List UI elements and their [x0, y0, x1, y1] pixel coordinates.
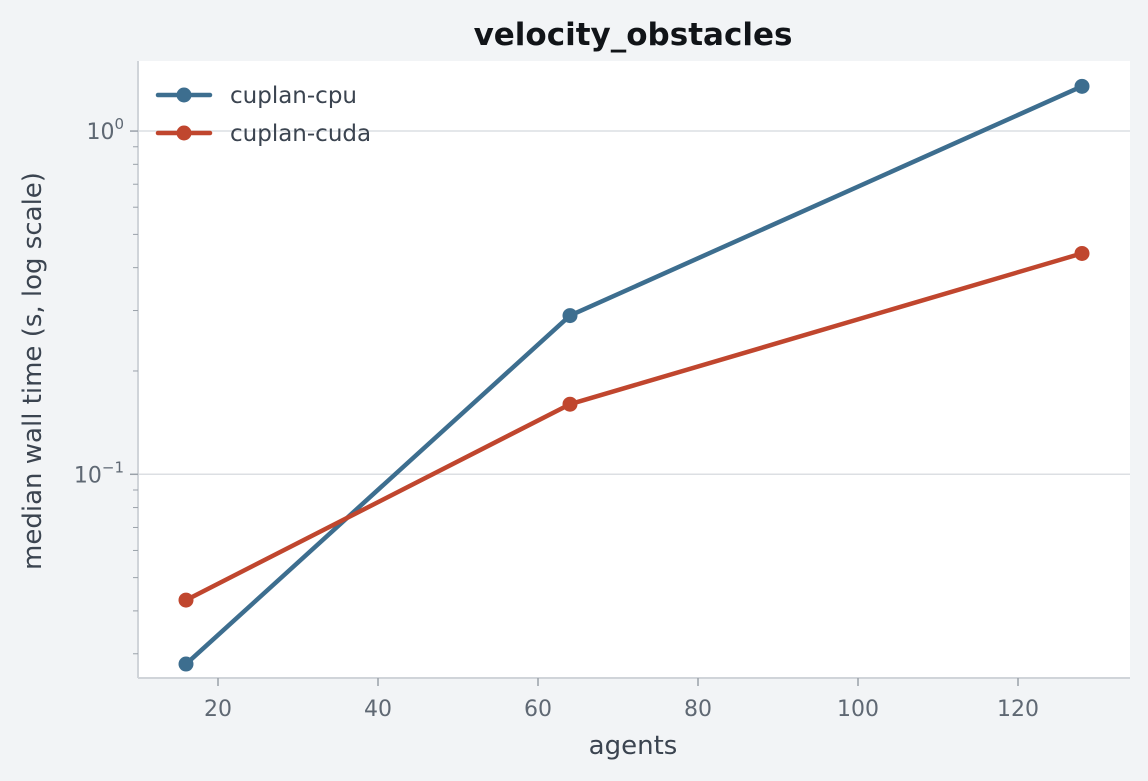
data-point	[562, 308, 578, 324]
legend-marker	[176, 125, 192, 141]
chart-title: velocity_obstacles	[474, 17, 793, 53]
data-point	[562, 396, 578, 412]
x-axis-label: agents	[589, 731, 678, 761]
y-tick-label: 10−1	[74, 458, 124, 488]
ticks: 10−1 100 20 40 60 80 100 120	[74, 115, 1039, 722]
legend-label: cuplan-cuda	[230, 121, 371, 147]
x-tick-label: 40	[364, 697, 392, 722]
x-tick-label: 120	[997, 697, 1039, 722]
y-tick-label: 100	[86, 115, 124, 145]
x-tick-label: 80	[684, 697, 712, 722]
x-tick-label: 100	[837, 697, 879, 722]
legend: cuplan-cpu cuplan-cuda	[155, 83, 371, 147]
data-point	[1074, 78, 1090, 94]
y-axis-label: median wall time (s, log scale)	[18, 172, 48, 570]
plot-area	[138, 61, 1130, 678]
x-tick-label: 60	[524, 697, 552, 722]
x-tick-label: 20	[204, 697, 232, 722]
legend-marker	[176, 87, 192, 103]
data-point	[178, 592, 194, 608]
data-point	[1074, 245, 1090, 261]
series	[178, 78, 1090, 672]
grid-lines	[138, 130, 1130, 476]
legend-label: cuplan-cpu	[230, 83, 357, 109]
data-point	[178, 656, 194, 672]
